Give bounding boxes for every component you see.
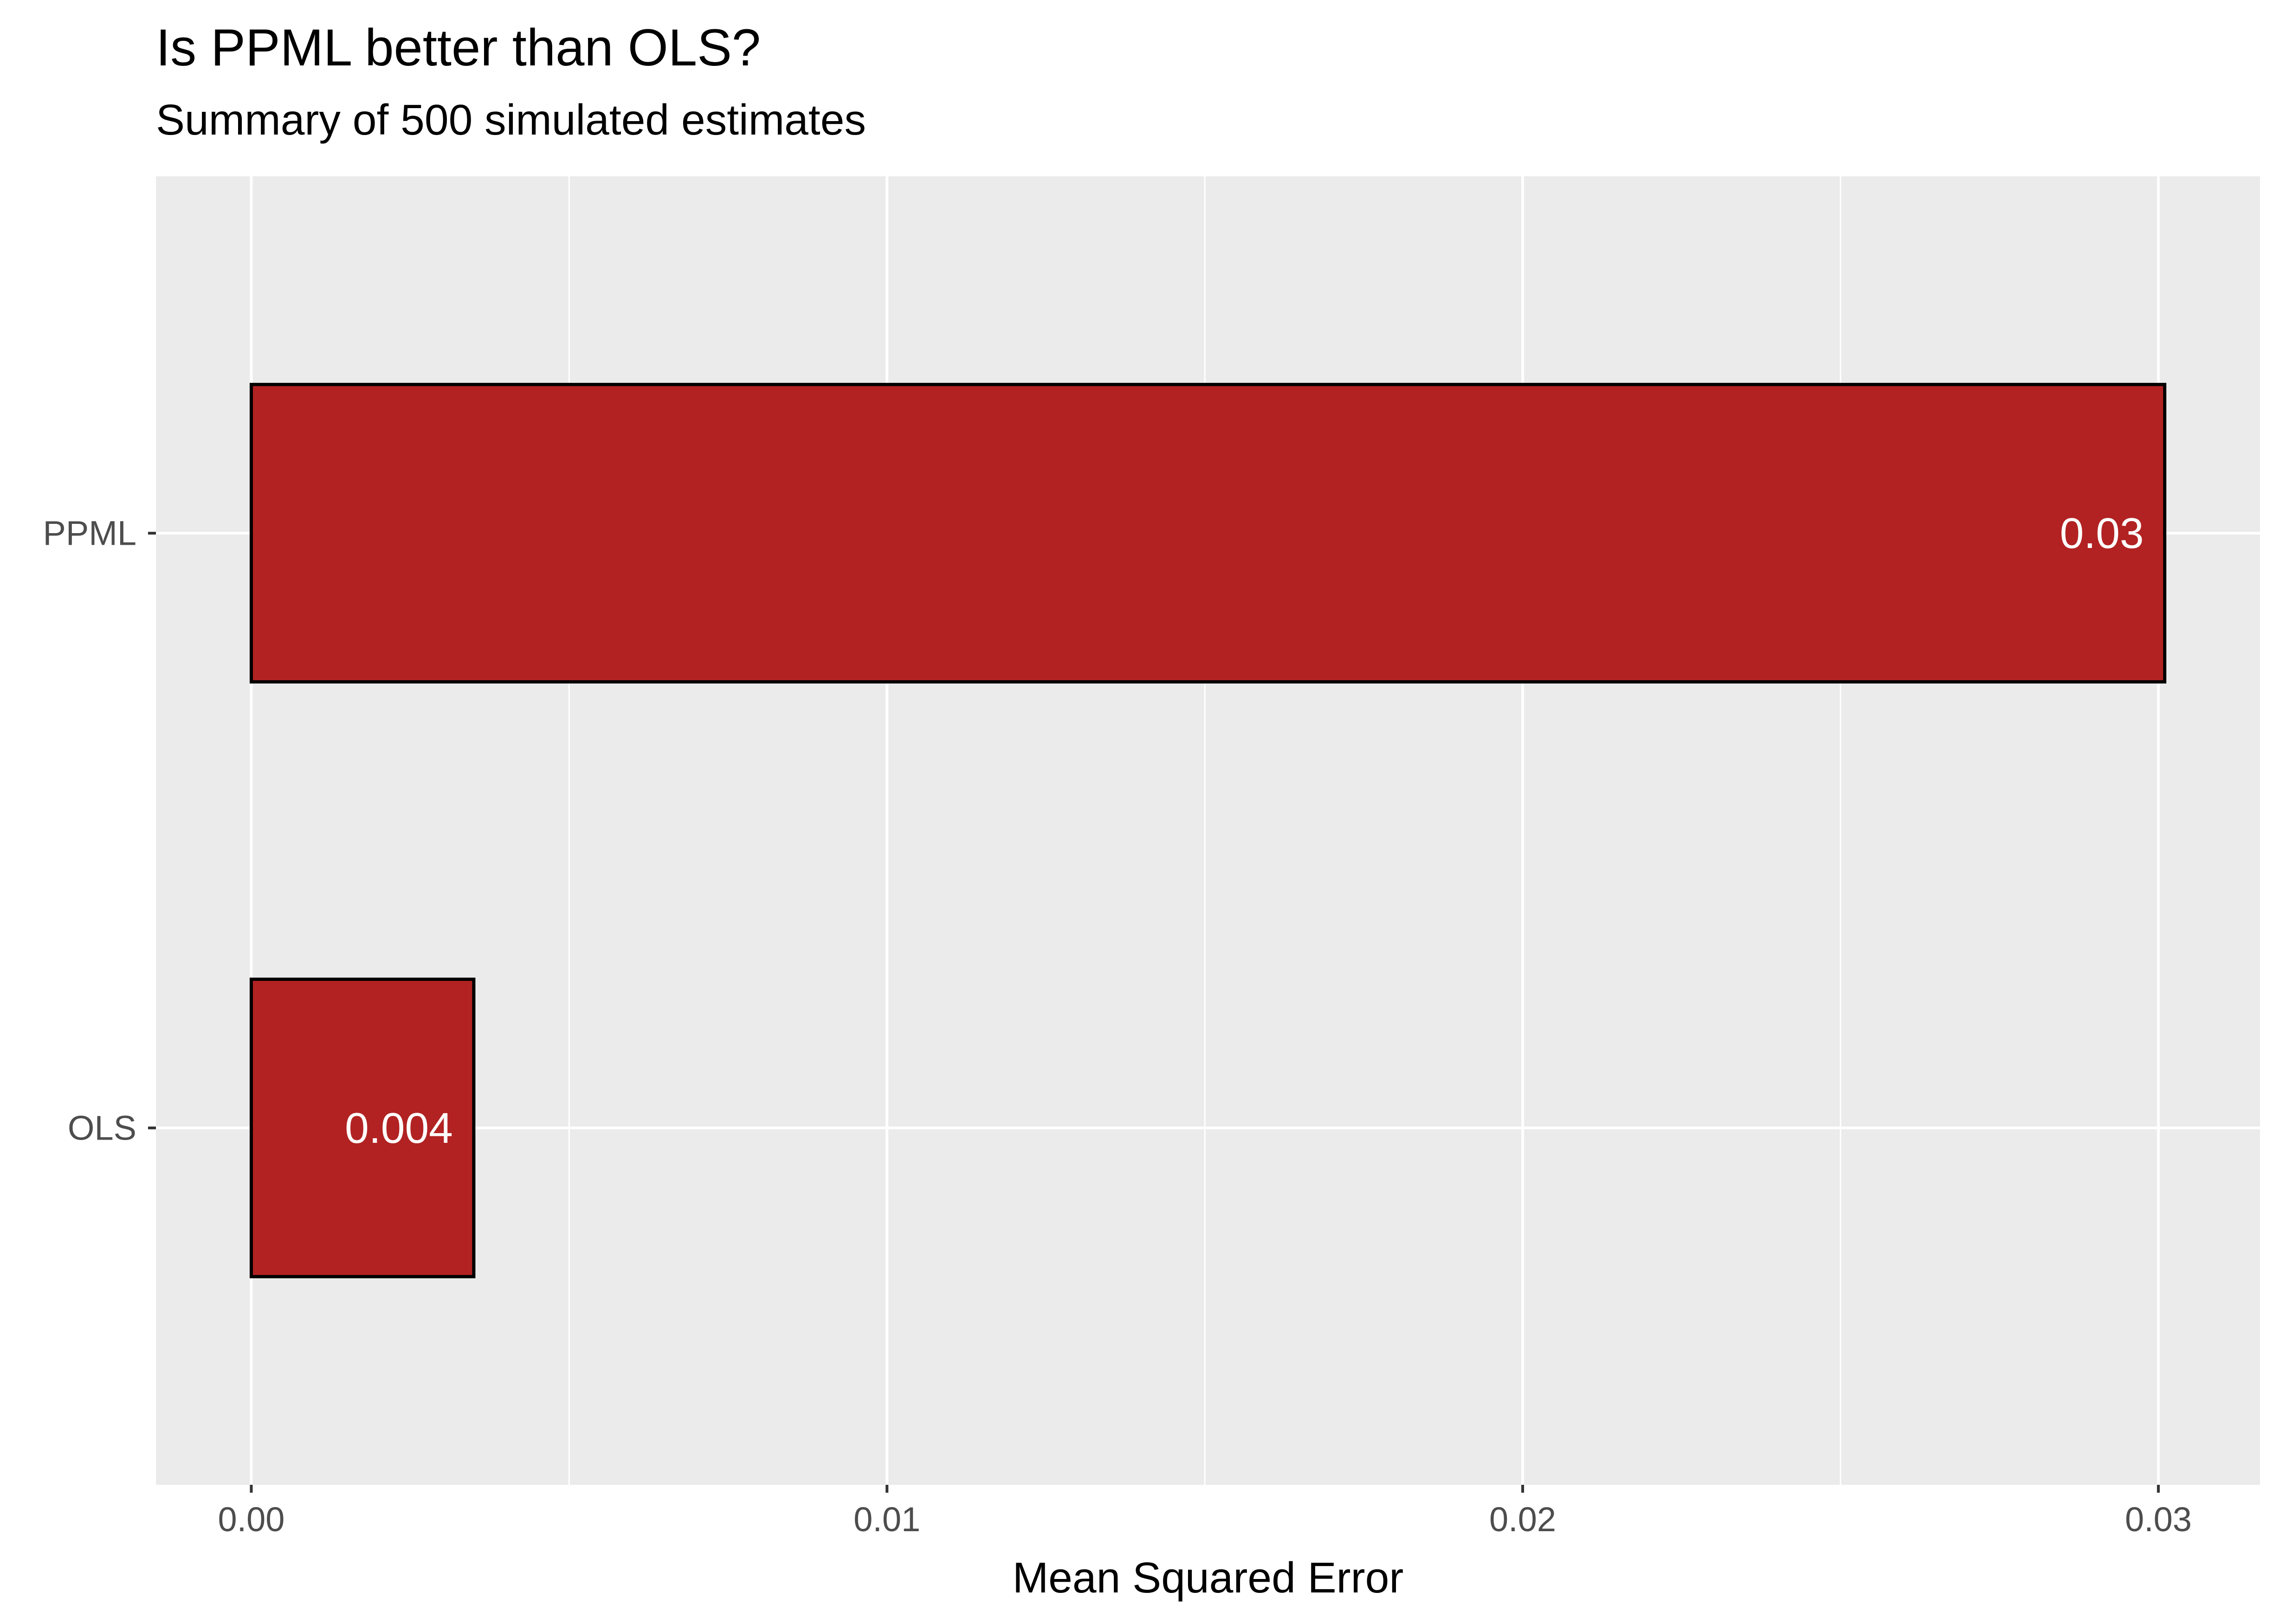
x-axis-title: Mean Squared Error [1013,1553,1404,1602]
x-tick-label: 0.00 [218,1500,284,1539]
data-label-ppml: 0.03 [2060,509,2144,557]
x-tick-label: 0.03 [2125,1500,2192,1539]
data-label-ols: 0.004 [345,1104,453,1152]
y-tick-label-ppml: PPML [43,514,136,553]
plot-panel [156,176,2260,1485]
chart-title: Is PPML better than OLS? [156,19,761,77]
bar-ols [249,977,476,1278]
x-tick-label: 0.01 [853,1500,920,1539]
x-tick-label: 0.02 [1489,1500,1556,1539]
chart-subtitle: Summary of 500 simulated estimates [156,96,866,144]
y-tick-label-ols: OLS [68,1108,136,1147]
bar-ppml [249,383,2167,684]
